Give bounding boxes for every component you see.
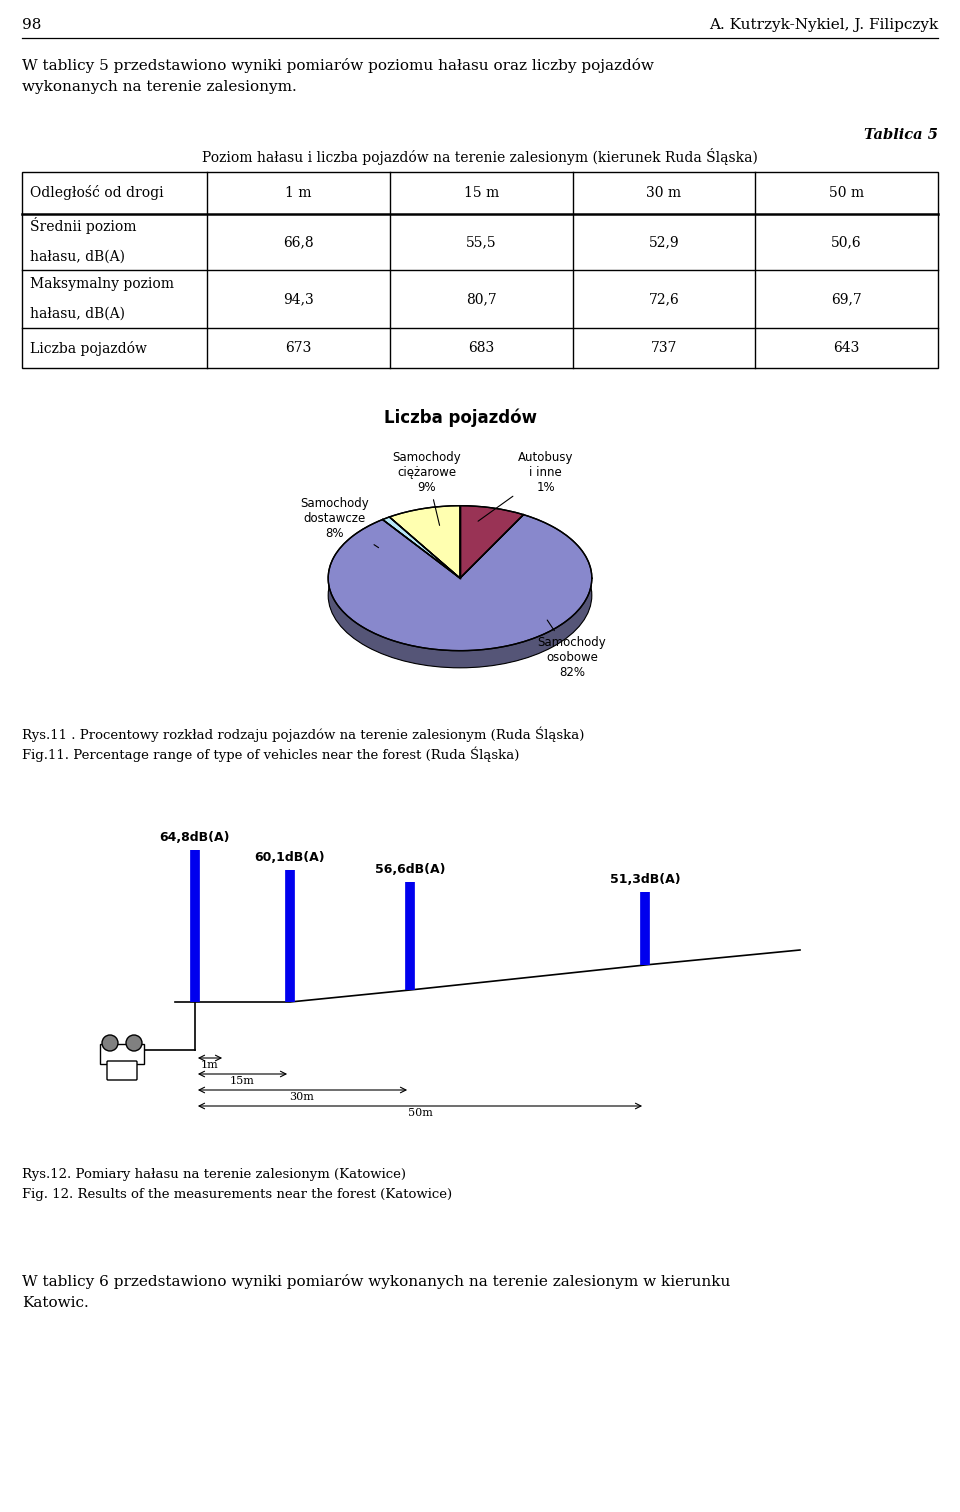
Circle shape	[102, 1036, 118, 1051]
Polygon shape	[329, 585, 330, 609]
Polygon shape	[333, 599, 337, 621]
Text: Katowic.: Katowic.	[22, 1296, 88, 1309]
Polygon shape	[508, 643, 518, 662]
Text: 50m: 50m	[408, 1108, 432, 1117]
Text: 51,3dB(A): 51,3dB(A)	[610, 872, 681, 886]
Polygon shape	[440, 650, 451, 668]
Text: Tablica 5: Tablica 5	[864, 129, 938, 142]
Polygon shape	[538, 634, 546, 653]
Text: Samochody
ciężarowe
9%: Samochody ciężarowe 9%	[393, 451, 462, 525]
Text: Autobusy
i inne
1%: Autobusy i inne 1%	[478, 451, 573, 522]
Text: Fig.11. Percentage range of type of vehicles near the forest (Ruda Śląska): Fig.11. Percentage range of type of vehi…	[22, 745, 519, 762]
Text: 56,6dB(A): 56,6dB(A)	[374, 863, 445, 875]
Polygon shape	[361, 626, 369, 647]
Text: A. Kutrzyk-Nykiel, J. Filipczyk: A. Kutrzyk-Nykiel, J. Filipczyk	[708, 18, 938, 32]
Text: 30m: 30m	[290, 1092, 315, 1102]
Polygon shape	[590, 584, 591, 606]
Text: wykonanych na terenie zalesionym.: wykonanych na terenie zalesionym.	[22, 80, 297, 94]
Polygon shape	[575, 608, 581, 631]
Polygon shape	[486, 647, 496, 667]
Text: Samochody
dostawcze
8%: Samochody dostawcze 8%	[300, 497, 378, 547]
Polygon shape	[353, 621, 361, 643]
Polygon shape	[337, 605, 342, 627]
Polygon shape	[348, 615, 353, 638]
Text: 15m: 15m	[229, 1077, 254, 1086]
Text: 683: 683	[468, 342, 494, 355]
Text: hałasu, dB(A): hałasu, dB(A)	[30, 307, 125, 321]
Polygon shape	[528, 637, 538, 658]
Polygon shape	[563, 618, 569, 641]
Text: 643: 643	[833, 342, 860, 355]
Wedge shape	[328, 514, 591, 650]
Polygon shape	[342, 609, 348, 632]
Text: Rys.11 . Procentowy rozkład rodzaju pojazdów na terenie zalesionym (Ruda Śląska): Rys.11 . Procentowy rozkład rodzaju poja…	[22, 726, 585, 741]
Polygon shape	[569, 614, 575, 635]
Text: Fig. 12. Results of the measurements near the forest (Katowice): Fig. 12. Results of the measurements nea…	[22, 1188, 452, 1201]
Polygon shape	[588, 590, 590, 612]
Polygon shape	[474, 649, 486, 667]
Text: Rys.12. Pomiary hałasu na terenie zalesionym (Katowice): Rys.12. Pomiary hałasu na terenie zalesi…	[22, 1167, 406, 1181]
Text: Odległość od drogi: Odległość od drogi	[30, 186, 163, 201]
Polygon shape	[387, 638, 396, 659]
Ellipse shape	[328, 523, 591, 668]
Text: 30 m: 30 m	[646, 186, 682, 200]
Text: 50 m: 50 m	[829, 186, 864, 200]
Polygon shape	[496, 646, 508, 665]
Text: 94,3: 94,3	[283, 292, 314, 305]
Polygon shape	[451, 650, 463, 668]
Text: W tablicy 6 przedstawiono wyniki pomiarów wykonanych na terenie zalesionym w kie: W tablicy 6 przedstawiono wyniki pomiaró…	[22, 1275, 731, 1290]
Text: 66,8: 66,8	[283, 234, 314, 249]
Polygon shape	[377, 635, 387, 656]
Polygon shape	[406, 644, 418, 664]
Polygon shape	[330, 593, 333, 615]
Text: 69,7: 69,7	[831, 292, 862, 305]
Text: 15 m: 15 m	[464, 186, 499, 200]
Text: 737: 737	[651, 342, 677, 355]
Polygon shape	[369, 631, 377, 652]
Text: 1 m: 1 m	[285, 186, 312, 200]
Text: 55,5: 55,5	[466, 234, 496, 249]
Polygon shape	[555, 623, 563, 646]
Polygon shape	[518, 640, 528, 661]
Text: Liczba pojazdów: Liczba pojazdów	[383, 408, 537, 426]
Text: Średnii poziom: Średnii poziom	[30, 218, 136, 234]
Polygon shape	[546, 629, 555, 650]
Text: 1m: 1m	[202, 1060, 219, 1070]
Text: 673: 673	[285, 342, 312, 355]
Polygon shape	[581, 602, 585, 624]
Text: 50,6: 50,6	[831, 234, 862, 249]
Text: 52,9: 52,9	[649, 234, 679, 249]
Text: 72,6: 72,6	[649, 292, 680, 305]
Polygon shape	[585, 596, 588, 618]
Wedge shape	[460, 505, 523, 578]
Circle shape	[126, 1036, 142, 1051]
Text: 80,7: 80,7	[466, 292, 496, 305]
Polygon shape	[428, 649, 440, 667]
Bar	[22, 172, 938, 367]
Wedge shape	[390, 505, 460, 578]
Text: W tablicy 5 przedstawiono wyniki pomiarów poziomu hałasu oraz liczby pojazdów: W tablicy 5 przedstawiono wyniki pomiaró…	[22, 57, 654, 73]
Text: hałasu, dB(A): hałasu, dB(A)	[30, 249, 125, 265]
Polygon shape	[396, 641, 406, 662]
Text: 64,8dB(A): 64,8dB(A)	[159, 832, 230, 844]
Text: Samochody
osobowe
82%: Samochody osobowe 82%	[538, 620, 607, 679]
FancyBboxPatch shape	[107, 1061, 137, 1080]
Text: 98: 98	[22, 18, 41, 32]
Polygon shape	[418, 647, 428, 665]
Text: Poziom hałasu i liczba pojazdów na terenie zalesionym (kierunek Ruda Śląska): Poziom hałasu i liczba pojazdów na teren…	[202, 148, 758, 165]
Text: Liczba pojazdów: Liczba pojazdów	[30, 340, 147, 355]
Text: 60,1dB(A): 60,1dB(A)	[254, 851, 325, 863]
Text: Maksymalny poziom: Maksymalny poziom	[30, 277, 174, 290]
FancyBboxPatch shape	[100, 1043, 144, 1064]
Polygon shape	[463, 650, 474, 668]
Wedge shape	[382, 517, 460, 578]
